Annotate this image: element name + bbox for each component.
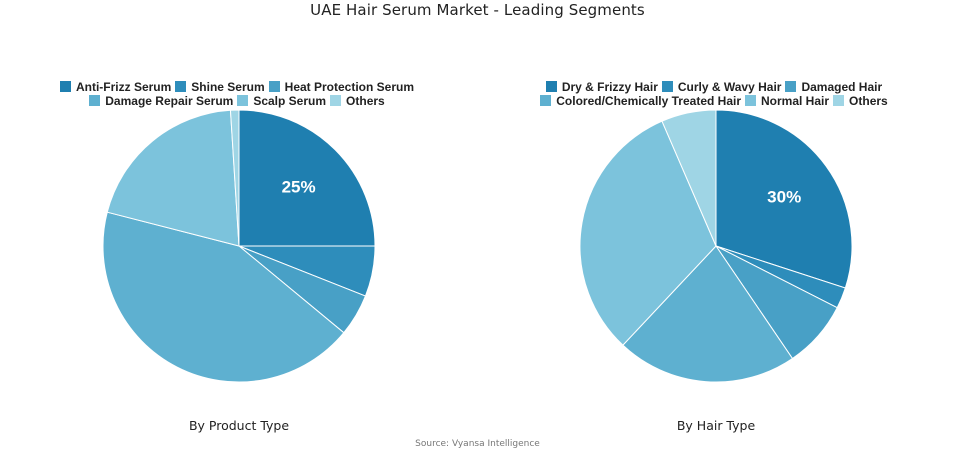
legend-swatch <box>237 95 249 106</box>
legend-swatch <box>330 95 342 106</box>
legend-swatch <box>268 81 280 92</box>
legend-item-others[interactable]: Others <box>833 94 888 108</box>
legend-label: Damage Repair Serum <box>105 94 234 108</box>
legend-item-heat-protection-serum[interactable]: Heat Protection Serum <box>268 80 415 94</box>
legend-label: Curly & Wavy Hair <box>677 80 782 94</box>
legend-label: Damaged Hair <box>801 80 883 94</box>
pie-slice-damage-repair-serum[interactable] <box>102 211 345 383</box>
legend-item-curly-wavy-hair[interactable]: Curly & Wavy Hair <box>661 80 782 94</box>
pie-slice-normal-hair[interactable] <box>579 120 717 346</box>
legend-label: Colored/Chemically Treated Hair <box>556 94 741 108</box>
legend-item-normal-hair[interactable]: Normal Hair <box>745 94 829 108</box>
slice-percent-label: 25% <box>282 177 316 196</box>
chart-title: UAE Hair Serum Market - Leading Segments <box>310 1 645 19</box>
legend-label: Heat Protection Serum <box>284 80 415 94</box>
pie-slice-dry-frizzy-hair[interactable] <box>715 109 853 289</box>
legend-label: Dry & Frizzy Hair <box>561 80 658 94</box>
legend-swatch <box>661 81 673 92</box>
legend-item-damaged-hair[interactable]: Damaged Hair <box>785 80 882 94</box>
legend-item-shine-serum[interactable]: Shine Serum <box>175 80 265 94</box>
legend-label: Others <box>849 94 888 108</box>
pie-slice-others[interactable] <box>229 109 240 247</box>
legend-label: Shine Serum <box>191 80 265 94</box>
legend-item-colored-chemically-treated-hair[interactable]: Colored/Chemically Treated Hair <box>540 94 741 108</box>
pie-hair-type: 30% <box>579 109 853 383</box>
legend-item-anti-frizz-serum[interactable]: Anti-Frizz Serum <box>59 80 172 94</box>
legend-hair-type: Dry & Frizzy Hair Curly & Wavy Hair Damage… <box>517 80 915 108</box>
legend-label: Scalp Serum <box>253 94 327 108</box>
pie-slice-anti-frizz-serum[interactable] <box>238 109 376 247</box>
slice-percent-label: 30% <box>767 187 801 206</box>
pie-slice-scalp-serum[interactable] <box>106 109 240 247</box>
legend-swatch <box>540 95 552 106</box>
legend-item-damage-repair-serum[interactable]: Damage Repair Serum <box>89 94 233 108</box>
pie-slice-colored-chemically-treated-hair[interactable] <box>622 245 794 383</box>
legend-swatch <box>545 81 557 92</box>
legend-label: Others <box>346 94 385 108</box>
pie-product-type: 25% <box>102 109 376 383</box>
legend-swatch <box>175 81 187 92</box>
legend-product-type: Anti-Frizz Serum Shine Serum Heat Protecti… <box>40 80 438 108</box>
legend-label: Normal Hair <box>761 94 830 108</box>
legend-item-scalp-serum[interactable]: Scalp Serum <box>237 94 326 108</box>
legend-item-dry-frizzy-hair[interactable]: Dry & Frizzy Hair <box>545 80 658 94</box>
source-note: Source: Vyansa Intelligence <box>415 439 540 449</box>
legend-swatch <box>785 81 797 92</box>
pie-title-hair-type: By Hair Type <box>676 418 756 433</box>
legend-swatch <box>745 95 756 106</box>
legend-swatch <box>59 81 71 92</box>
pie-slice-others[interactable] <box>661 109 717 247</box>
legend-swatch <box>89 95 101 106</box>
pie-title-product-type: By Product Type <box>188 418 290 433</box>
legend-swatch <box>833 95 845 106</box>
legend-label: Anti-Frizz Serum <box>75 80 172 94</box>
legend-item-others[interactable]: Others <box>330 94 385 108</box>
